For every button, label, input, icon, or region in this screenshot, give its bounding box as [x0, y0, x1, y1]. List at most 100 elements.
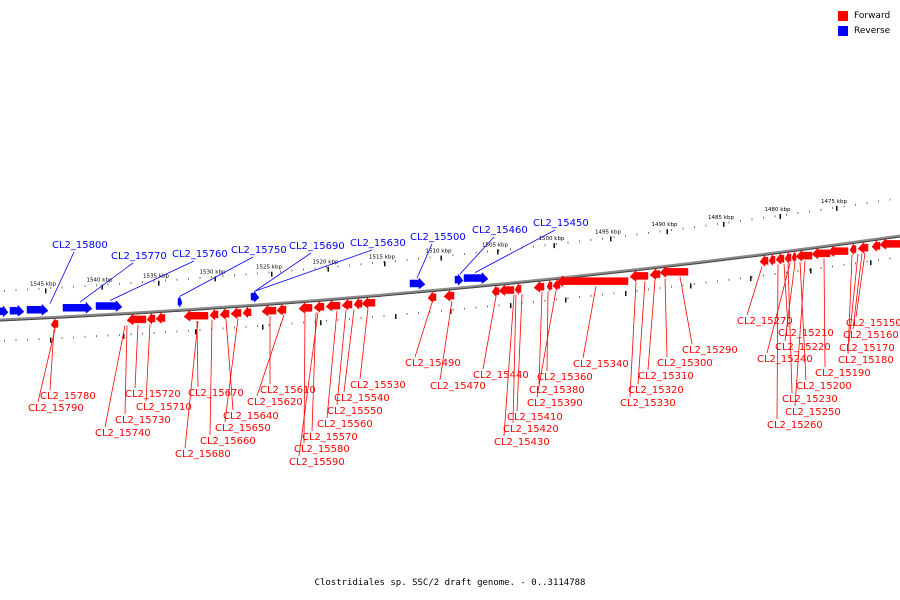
forward-gene-arrow	[361, 296, 376, 309]
upper-track-dot	[866, 202, 868, 205]
leader-line	[852, 253, 863, 330]
leader-line	[414, 302, 433, 358]
tick-label: 1480 kbp	[765, 207, 791, 213]
forward-gene-arrow	[629, 269, 649, 282]
gene-label: CL2_15710	[136, 402, 192, 413]
forward-gene-arrow	[209, 308, 219, 321]
gene-label: CL2_15800	[52, 240, 108, 251]
leader-line	[637, 280, 646, 385]
lower-track-dot	[15, 339, 17, 342]
reverse-gene-arrow	[463, 271, 489, 285]
forward-gene-arrow	[871, 239, 881, 252]
gene-label: CL2_15150	[846, 318, 900, 329]
leader-line	[848, 253, 859, 343]
forward-swatch	[838, 11, 848, 21]
upper-track-dot	[429, 256, 431, 259]
lower-track-dot	[843, 263, 845, 266]
tick-label: 1540 kbp	[87, 278, 113, 284]
legend-reverse: Reverse	[838, 24, 890, 38]
forward-gene-arrow	[298, 301, 313, 314]
lower-track-dot	[27, 338, 28, 341]
leader-line	[664, 278, 668, 358]
lower-track-dot	[222, 327, 224, 330]
major-tick	[440, 255, 442, 261]
reverse-gene-arrow	[454, 273, 464, 286]
upper-track-dot	[107, 283, 109, 286]
reverse-gene-arrow	[0, 305, 9, 318]
lower-tick	[123, 333, 125, 339]
gene-label: CL2_15610	[260, 385, 316, 396]
lower-track-dot	[107, 334, 109, 337]
gene-label: CL2_15430	[494, 437, 550, 448]
upper-track-dot	[337, 265, 339, 268]
lower-track-dot	[119, 333, 120, 336]
upper-track-dot	[268, 271, 270, 274]
upper-track-dot	[843, 205, 845, 208]
leader-line	[776, 264, 779, 420]
forward-gene-arrow	[219, 307, 230, 320]
leader-line	[184, 321, 199, 449]
gene-label: CL2_15560	[317, 419, 373, 430]
lower-track-dot	[314, 320, 316, 323]
leader-line	[823, 258, 826, 368]
upper-track-dot	[464, 253, 465, 256]
forward-gene-arrow	[827, 244, 849, 258]
major-tick	[45, 288, 47, 294]
upper-track-dot	[786, 213, 787, 216]
lower-track-dot	[372, 315, 373, 318]
gene-arrows	[0, 237, 900, 331]
gene-label: CL2_15620	[247, 397, 303, 408]
leader-line	[336, 310, 347, 406]
tick-label: 1525 kbp	[256, 265, 282, 271]
gene-label: CL2_15320	[628, 385, 684, 396]
leader-line	[416, 243, 433, 279]
forward-gene-arrow	[183, 309, 209, 322]
gene-label: CL2_15580	[294, 444, 350, 455]
tick-label: 1535 kbp	[143, 274, 169, 280]
leader-line	[439, 300, 453, 381]
gene-label: CL2_15210	[778, 328, 834, 339]
forward-gene-arrow	[491, 284, 500, 298]
leader-line	[134, 324, 139, 389]
lower-track-dot	[291, 322, 293, 325]
lower-track-dot	[740, 277, 741, 280]
forward-gene-arrow	[556, 274, 629, 288]
upper-track-dot	[15, 289, 17, 292]
upper-track-dot	[774, 215, 776, 218]
upper-track-dot	[613, 236, 615, 239]
forward-gene-arrow	[353, 297, 363, 310]
leader-line	[784, 262, 796, 342]
gene-label: CL2_15650	[215, 423, 271, 434]
legend-reverse-label: Reverse	[854, 26, 891, 36]
upper-track-dot	[878, 200, 879, 203]
upper-track-dot	[797, 212, 799, 215]
tick-label: 1485 kbp	[708, 215, 734, 221]
forward-gene-arrow	[313, 300, 325, 313]
upper-track-dot	[142, 281, 143, 284]
upper-track-dot	[38, 287, 40, 290]
gene-label: CL2_15170	[839, 343, 895, 354]
tick-label: 1505 kbp	[482, 243, 508, 249]
leader-line	[49, 329, 55, 391]
gene-label: CL2_15640	[223, 411, 279, 422]
tick-label: 1515 kbp	[369, 254, 395, 260]
upper-track-dot	[130, 281, 132, 284]
upper-track-dot	[740, 219, 741, 222]
gene-label: CL2_15490	[405, 358, 461, 369]
gene-label: CL2_15410	[507, 412, 563, 423]
major-tick	[271, 271, 273, 277]
upper-track-dot	[153, 280, 155, 283]
upper-track-dot	[820, 208, 822, 211]
upper-track-dot	[855, 203, 856, 206]
upper-track-dot	[809, 210, 810, 213]
reverse-gene-arrow	[250, 290, 260, 303]
leader-line	[225, 319, 234, 411]
forward-gene-arrow	[126, 313, 147, 326]
leader-line	[359, 308, 369, 380]
lower-track-dot	[751, 275, 753, 278]
gene-label: CL2_15550	[327, 406, 383, 417]
lower-tick	[625, 291, 627, 297]
upper-track-dot	[245, 273, 247, 276]
lower-track-dot	[153, 331, 155, 334]
gene-label: CL2_15570	[302, 432, 358, 443]
